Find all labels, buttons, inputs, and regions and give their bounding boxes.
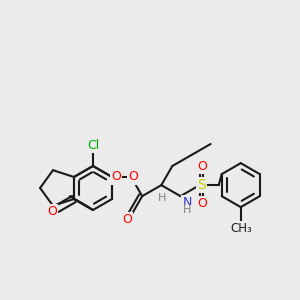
Text: H: H [158,193,166,203]
Text: O: O [198,160,208,173]
Text: N: N [182,196,192,209]
Text: CH₃: CH₃ [230,222,252,236]
Text: O: O [128,170,138,184]
Text: O: O [111,170,121,184]
Text: O: O [47,205,57,218]
Text: O: O [198,197,208,210]
Text: S: S [197,178,206,192]
Text: Cl: Cl [87,139,99,152]
Text: O: O [122,213,132,226]
Text: H: H [183,206,191,215]
